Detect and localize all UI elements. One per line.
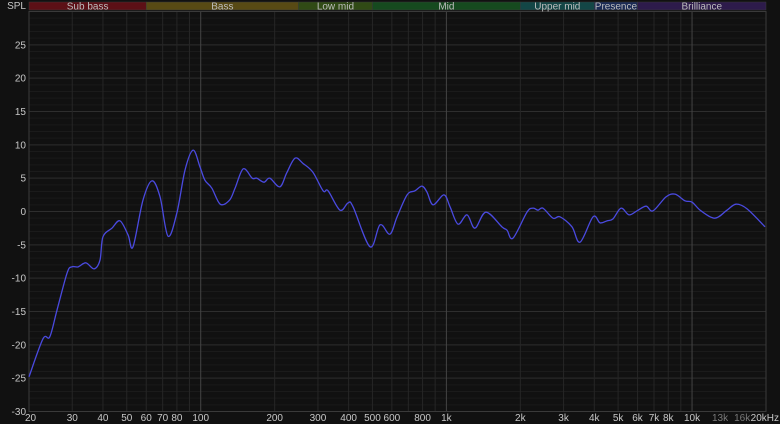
band-brilliance: [637, 1, 767, 11]
y-tick-label: 25: [15, 40, 27, 51]
x-tick-label: 3k: [558, 413, 570, 424]
x-tick-label: 16k: [734, 413, 751, 424]
y-tick-label: 10: [15, 140, 27, 151]
y-tick-label: 5: [20, 174, 26, 185]
grid: [28, 11, 767, 412]
y-tick-label: -25: [12, 374, 27, 385]
band-label: Sub bass: [67, 2, 109, 13]
band-label: Presence: [595, 2, 638, 13]
series-line-0: [28, 149, 766, 378]
x-tick-label: 40: [97, 413, 109, 424]
x-axis-ticks: 20 30 40 50 60 70 80 100 200 300 400 500 600 800 1k 2k 3…: [25, 413, 779, 424]
y-tick-label: -10: [12, 274, 27, 285]
y-tick-label: 20: [15, 74, 27, 85]
x-tick-label: 600: [384, 413, 401, 424]
frequency-bands: Sub bass Bass Low mid Mid Upper mid Presence B…: [28, 1, 767, 13]
x-tick-label: 20kHz: [751, 413, 779, 424]
series-group: [28, 149, 766, 378]
y-tick-label: -15: [12, 307, 27, 318]
y-tick-label: 15: [15, 107, 27, 118]
x-tick-label: 1k: [441, 413, 453, 424]
x-tick-label: 13k: [712, 413, 729, 424]
x-tick-label: 7k: [649, 413, 661, 424]
y-tick-label: -5: [17, 240, 26, 251]
x-tick-label: 6k: [632, 413, 644, 424]
band-label: Bass: [211, 2, 233, 13]
band-label: Brilliance: [681, 2, 722, 13]
x-tick-label: 400: [340, 413, 357, 424]
y-axis-label: SPL: [7, 1, 26, 12]
x-tick-label: 20: [25, 413, 37, 424]
x-tick-label: 50: [121, 413, 133, 424]
x-tick-label: 500: [364, 413, 381, 424]
x-tick-label: 30: [67, 413, 79, 424]
x-tick-label: 800: [414, 413, 431, 424]
x-tick-label: 5k: [613, 413, 625, 424]
band-label: Upper mid: [534, 2, 580, 13]
y-axis-ticks: 25 20 15 10 5 0 -5 -10 -15 -20 -25 -30: [12, 40, 27, 418]
x-tick-label: 2k: [515, 413, 527, 424]
x-tick-label: 100: [192, 413, 209, 424]
x-tick-label: 300: [310, 413, 327, 424]
y-tick-label: -30: [12, 407, 27, 418]
y-tick-label: -20: [12, 340, 27, 351]
band-label: Mid: [438, 2, 454, 13]
x-tick-label: 200: [266, 413, 283, 424]
x-tick-label: 10k: [684, 413, 701, 424]
x-tick-label: 60: [141, 413, 153, 424]
x-tick-label: 80: [171, 413, 183, 424]
y-tick-label: 0: [20, 207, 26, 218]
band-label: Low mid: [317, 2, 354, 13]
x-tick-label: 8k: [663, 413, 675, 424]
x-tick-label: 4k: [589, 413, 601, 424]
x-tick-label: 70: [157, 413, 169, 424]
plot-border: [28, 11, 767, 412]
